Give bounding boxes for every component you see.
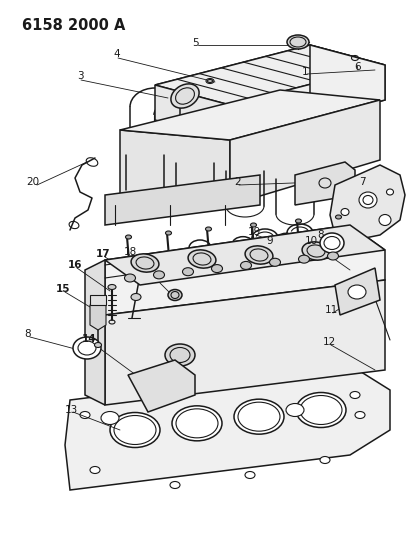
Ellipse shape xyxy=(319,233,343,253)
Ellipse shape xyxy=(386,189,393,195)
Ellipse shape xyxy=(347,285,365,299)
Ellipse shape xyxy=(205,78,213,84)
Text: 6: 6 xyxy=(354,62,360,72)
Ellipse shape xyxy=(358,192,376,208)
Text: 8: 8 xyxy=(317,230,324,240)
Ellipse shape xyxy=(327,252,338,260)
Ellipse shape xyxy=(349,392,359,399)
Polygon shape xyxy=(120,90,379,140)
Ellipse shape xyxy=(269,259,280,266)
Ellipse shape xyxy=(286,35,308,49)
Polygon shape xyxy=(294,162,354,205)
Text: 4: 4 xyxy=(113,49,120,59)
Polygon shape xyxy=(105,225,384,285)
Text: 9: 9 xyxy=(266,236,273,246)
Ellipse shape xyxy=(240,261,251,269)
Polygon shape xyxy=(65,365,389,490)
Polygon shape xyxy=(229,65,384,140)
Ellipse shape xyxy=(124,274,135,282)
Ellipse shape xyxy=(165,231,171,235)
Text: 2: 2 xyxy=(234,177,241,187)
Ellipse shape xyxy=(319,456,329,464)
Ellipse shape xyxy=(335,215,341,219)
Polygon shape xyxy=(105,225,384,315)
Text: 12: 12 xyxy=(321,337,335,347)
Ellipse shape xyxy=(170,481,180,489)
Ellipse shape xyxy=(298,255,309,263)
Ellipse shape xyxy=(168,289,182,301)
Polygon shape xyxy=(229,100,379,205)
Text: 3: 3 xyxy=(76,71,83,81)
Ellipse shape xyxy=(234,399,283,434)
Ellipse shape xyxy=(73,337,101,359)
Polygon shape xyxy=(120,130,229,205)
Ellipse shape xyxy=(301,242,329,260)
Ellipse shape xyxy=(131,294,141,301)
Ellipse shape xyxy=(295,219,301,223)
Ellipse shape xyxy=(285,403,303,416)
Polygon shape xyxy=(90,295,106,305)
Polygon shape xyxy=(105,280,384,405)
Ellipse shape xyxy=(131,254,159,272)
Ellipse shape xyxy=(172,406,221,441)
Ellipse shape xyxy=(90,466,100,473)
Text: 10: 10 xyxy=(304,236,317,246)
Ellipse shape xyxy=(245,472,254,479)
Text: 18: 18 xyxy=(123,247,136,257)
Text: 13: 13 xyxy=(64,405,77,415)
Text: 19: 19 xyxy=(247,227,260,237)
Polygon shape xyxy=(90,300,106,330)
Polygon shape xyxy=(329,165,404,240)
Ellipse shape xyxy=(125,235,131,239)
Ellipse shape xyxy=(378,214,390,225)
Text: 14: 14 xyxy=(81,334,96,344)
Text: 6158 2000 A: 6158 2000 A xyxy=(22,18,125,33)
Ellipse shape xyxy=(354,411,364,418)
Ellipse shape xyxy=(101,411,119,424)
Ellipse shape xyxy=(153,271,164,279)
Ellipse shape xyxy=(340,208,348,215)
Polygon shape xyxy=(309,45,384,120)
Polygon shape xyxy=(105,175,259,225)
Ellipse shape xyxy=(164,344,195,366)
Ellipse shape xyxy=(108,285,116,289)
Polygon shape xyxy=(155,85,229,140)
Ellipse shape xyxy=(110,413,160,448)
Ellipse shape xyxy=(211,264,222,272)
Ellipse shape xyxy=(205,227,211,231)
Text: 11: 11 xyxy=(324,305,337,315)
Ellipse shape xyxy=(182,268,193,276)
Ellipse shape xyxy=(80,411,90,418)
Polygon shape xyxy=(85,260,105,405)
Ellipse shape xyxy=(94,343,101,348)
Ellipse shape xyxy=(171,84,199,108)
Text: 5: 5 xyxy=(192,38,199,48)
Text: 15: 15 xyxy=(56,284,70,294)
Ellipse shape xyxy=(188,250,216,268)
Text: 20: 20 xyxy=(26,177,39,187)
Polygon shape xyxy=(155,45,384,105)
Polygon shape xyxy=(128,360,195,412)
Ellipse shape xyxy=(245,246,272,264)
Polygon shape xyxy=(334,268,379,315)
Ellipse shape xyxy=(250,223,256,227)
Text: 16: 16 xyxy=(67,260,82,270)
Text: 8: 8 xyxy=(25,329,31,339)
Text: 17: 17 xyxy=(95,249,110,259)
Text: 1: 1 xyxy=(301,67,308,77)
Ellipse shape xyxy=(295,392,345,427)
Polygon shape xyxy=(155,45,384,105)
Text: 7: 7 xyxy=(358,177,364,187)
